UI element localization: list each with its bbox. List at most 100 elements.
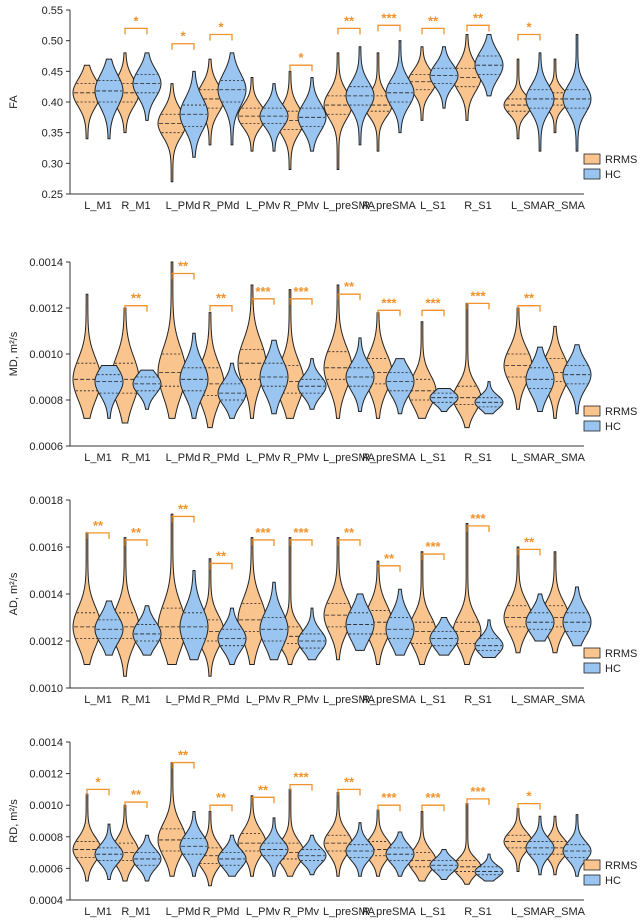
significance-label: ** xyxy=(258,782,269,797)
legend-swatch-rrms xyxy=(583,153,601,165)
violin-hc-r_s1 xyxy=(474,853,504,882)
significance-label: *** xyxy=(425,790,441,805)
y-tick-label: 0.0010 xyxy=(29,800,63,812)
x-tick-label: L_PMd xyxy=(166,200,201,212)
significance-bracket xyxy=(289,784,313,791)
legend-label-rrms: RRMS xyxy=(605,406,637,418)
legend-swatch-hc xyxy=(583,168,601,180)
significance-bracket xyxy=(337,293,361,301)
violin-hc-l_pmd xyxy=(179,332,209,419)
y-tick-label: 0.0006 xyxy=(29,441,63,453)
significance-bracket xyxy=(466,302,490,310)
legend-swatch-rrms xyxy=(583,405,601,417)
y-tick-label: 0.0006 xyxy=(29,863,63,875)
legend-swatch-rrms xyxy=(583,647,601,659)
violin-hc-r_pmv xyxy=(297,76,327,152)
violin-hc-l_presma xyxy=(345,593,375,651)
legend-label-hc: HC xyxy=(605,169,621,181)
significance-bracket xyxy=(251,796,275,804)
y-tick-label: 0.30 xyxy=(42,158,63,170)
y-tick-label: 0.0010 xyxy=(29,349,63,361)
violin-rrms-l_sma xyxy=(503,58,533,140)
significance-label: *** xyxy=(381,295,397,310)
violin-rrms-l_s1 xyxy=(407,46,437,121)
significance-label: ** xyxy=(344,13,355,28)
y-axis-label: RD, m²/s xyxy=(8,799,20,843)
violin-rrms-l_presma xyxy=(323,537,353,661)
legend-swatch-rrms xyxy=(583,859,601,871)
x-tick-label: L_PMv xyxy=(246,906,281,918)
x-tick-label: L_SMA xyxy=(511,200,548,212)
legend-swatch-hc xyxy=(583,420,601,432)
y-tick-label: 0.0012 xyxy=(29,303,63,315)
violin-hc-l_pmd xyxy=(179,570,209,661)
x-tick-label: R_PMd xyxy=(203,452,240,464)
x-tick-label: R_PMv xyxy=(283,452,320,464)
significance-label: ** xyxy=(131,787,142,802)
legend-label-hc: HC xyxy=(605,421,621,433)
violin-hc-l_m1 xyxy=(94,823,124,880)
y-axis-label: AD, m²/s xyxy=(8,572,20,615)
violin-hc-r_pmv xyxy=(297,607,327,661)
significance-label: ** xyxy=(216,291,227,306)
violin-rrms-l_pmd xyxy=(157,261,187,419)
x-tick-label: L_PMv xyxy=(246,694,281,706)
violin-rrms-l_sma xyxy=(503,807,533,873)
significance-bracket xyxy=(517,305,541,312)
legend-label-rrms: RRMS xyxy=(605,154,637,166)
x-tick-label: R_SMA xyxy=(547,200,586,212)
significance-label: ** xyxy=(178,501,189,516)
violin-rrms-l_m1 xyxy=(72,532,102,665)
legend-swatch-hc xyxy=(583,874,601,886)
x-tick-label: R_S1 xyxy=(464,906,492,918)
violin-hc-r_sma xyxy=(562,344,592,415)
violin-hc-l_presma xyxy=(345,822,375,877)
significance-label: ** xyxy=(344,525,355,540)
significance-bracket xyxy=(377,309,401,317)
y-tick-label: 0.0012 xyxy=(29,769,63,781)
significance-bracket xyxy=(124,27,148,35)
significance-bracket xyxy=(466,525,490,532)
significance-bracket xyxy=(171,761,195,769)
legend-swatch-hc xyxy=(583,662,601,674)
significance-label: ** xyxy=(178,748,189,763)
x-tick-label: R_SMA xyxy=(547,694,586,706)
y-tick-label: 0.0012 xyxy=(29,636,63,648)
significance-label: ** xyxy=(384,551,395,566)
significance-label: *** xyxy=(293,770,309,785)
x-tick-label: L_S1 xyxy=(420,906,446,918)
y-tick-label: 0.0008 xyxy=(29,832,63,844)
significance-label: *** xyxy=(293,284,309,299)
legend-label-hc: HC xyxy=(605,663,621,675)
significance-label: * xyxy=(180,29,186,44)
violin-rrms-l_pmd xyxy=(157,762,187,877)
violin-hc-r_presma xyxy=(385,588,415,656)
significance-bracket xyxy=(517,33,541,41)
significance-label: ** xyxy=(344,279,355,294)
significance-label: * xyxy=(526,20,532,35)
significance-bracket xyxy=(209,305,233,312)
significance-bracket xyxy=(209,33,233,41)
x-tick-label: L_S1 xyxy=(420,200,446,212)
significance-bracket xyxy=(171,272,195,280)
significance-bracket xyxy=(337,27,361,35)
significance-label: ** xyxy=(473,10,484,25)
significance-bracket xyxy=(171,515,195,523)
significance-bracket xyxy=(377,804,401,812)
x-tick-label: L_preSMA xyxy=(323,906,376,918)
violin-hc-r_m1 xyxy=(132,52,162,121)
significance-bracket xyxy=(124,801,148,809)
violin-rrms-l_presma xyxy=(323,52,353,170)
significance-label: *** xyxy=(255,525,271,540)
significance-bracket xyxy=(421,553,445,561)
x-tick-label: R_SMA xyxy=(547,452,586,464)
x-tick-label: L_PMd xyxy=(166,452,201,464)
chart-panel-4: 0.0004 0.0006 0.0008 0.0010 0.0012 0.0014 RD, … xyxy=(8,737,637,918)
significance-bracket xyxy=(377,565,401,572)
significance-bracket xyxy=(421,804,445,812)
y-axis-label: MD, m²/s xyxy=(8,331,20,376)
violin-rrms-l_presma xyxy=(323,792,353,877)
significance-label: *** xyxy=(425,295,441,310)
significance-bracket xyxy=(124,539,148,546)
